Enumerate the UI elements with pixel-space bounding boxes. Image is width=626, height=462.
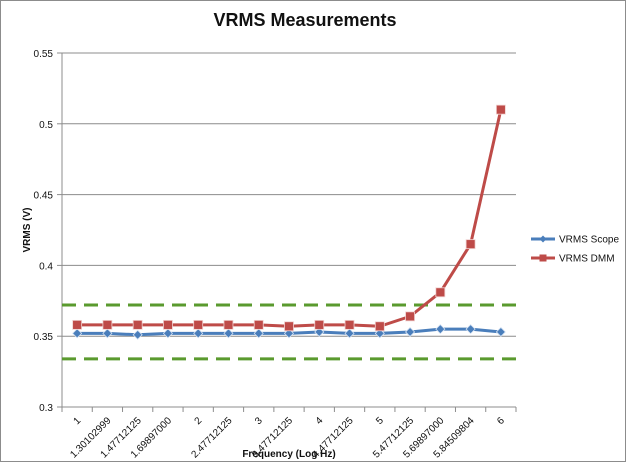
x-axis-label: Frequency (Log Hz) [242, 449, 335, 460]
legend: VRMS Scope VRMS DMM [531, 235, 619, 265]
data-point [223, 319, 234, 330]
data-point [102, 319, 113, 330]
x-tick-label: 3 [253, 415, 265, 427]
data-point [72, 328, 83, 339]
data-point [193, 319, 204, 330]
legend-swatch-marker [539, 235, 547, 243]
chart-title: VRMS Measurements [213, 10, 396, 30]
data-point [132, 319, 143, 330]
data-point [374, 321, 385, 332]
data-point [72, 319, 83, 330]
data-point [405, 311, 415, 322]
data-point [344, 319, 355, 330]
data-point [163, 319, 173, 330]
y-tick-label: 0.4 [39, 261, 53, 272]
data-point [162, 328, 173, 339]
data-point [314, 319, 325, 330]
x-tick-label: 6 [495, 415, 507, 427]
data-point [435, 287, 446, 298]
data-point [465, 239, 476, 250]
data-point [465, 324, 476, 335]
y-tick-label: 0.35 [34, 332, 54, 343]
x-tick-label: 2 [193, 415, 205, 427]
data-point [495, 104, 506, 115]
legend-label: VRMS DMM [559, 254, 615, 265]
data-point [495, 326, 506, 338]
data-point [102, 328, 113, 339]
x-tick-label: 1 [72, 415, 84, 427]
plot-area: 0.30.350.40.450.50.5511.301029991.477121… [34, 49, 517, 460]
data-point [405, 326, 416, 338]
y-axis-label: VRMS (V) [22, 208, 33, 253]
x-tick-label: 4 [314, 415, 326, 427]
data-point [284, 321, 294, 332]
data-point [253, 328, 264, 339]
y-tick-label: 0.55 [34, 49, 54, 60]
x-tick-label: 5 [374, 415, 386, 427]
y-tick-label: 0.5 [39, 120, 53, 131]
data-point [132, 329, 143, 340]
legend-label: VRMS Scope [559, 235, 619, 246]
data-point [223, 328, 234, 339]
legend-swatch-marker [539, 254, 547, 262]
y-tick-label: 0.3 [39, 403, 53, 414]
data-point [193, 328, 204, 339]
data-point [344, 328, 355, 339]
data-point [253, 319, 264, 330]
data-point [435, 324, 446, 335]
y-tick-label: 0.45 [34, 191, 54, 202]
